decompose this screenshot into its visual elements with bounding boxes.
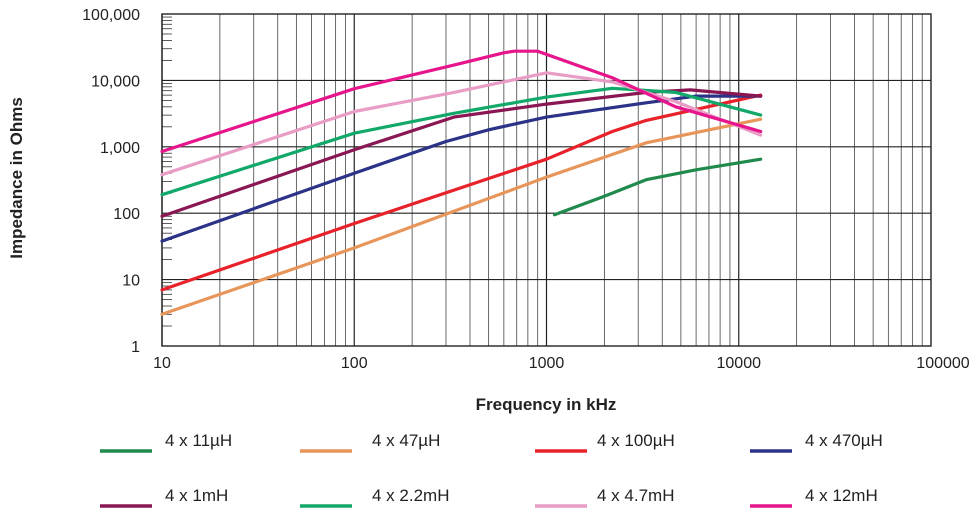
legend-label-7: 4 x 12mH (805, 486, 878, 505)
y-axis-ticks: 1 10 100 1,000 10,000 100,000 (82, 7, 140, 356)
y-tick-label: 1 (131, 339, 140, 356)
legend-label-5: 4 x 2.2mH (372, 486, 449, 505)
series-line-0 (552, 157, 763, 217)
series-line-1 (160, 117, 763, 316)
legend-label-4: 4 x 1mH (165, 486, 228, 505)
y-tick-label: 1,000 (100, 140, 140, 157)
x-axis-ticks: 10 100 1000 10000 100000 (153, 355, 970, 372)
legend-label-0: 4 x 11µH (165, 431, 232, 450)
x-tick-label: 10000 (717, 355, 762, 372)
y-tick-label: 100 (113, 206, 140, 223)
legend-label-1: 4 x 47µH (372, 431, 440, 450)
series-line-5 (160, 86, 763, 197)
plot-border (161, 13, 932, 347)
y-axis-title: Impedance in Ohms (7, 97, 26, 259)
x-axis-title: Frequency in kHz (476, 395, 617, 414)
legend: 4 x 11µH 4 x 47µH 4 x 100µH 4 x 470µH 4 x 1m… (100, 431, 883, 508)
series-layer (160, 49, 763, 316)
x-tick-label: 10 (153, 355, 171, 372)
series-line-2 (160, 93, 763, 292)
legend-label-3: 4 x 470µH (805, 431, 883, 450)
series-line-4 (160, 88, 763, 218)
chart-grid (161, 13, 931, 347)
series-line-6 (160, 71, 763, 177)
x-tick-label: 100 (341, 355, 368, 372)
x-tick-label: 100000 (916, 355, 969, 372)
legend-label-6: 4 x 4.7mH (597, 486, 674, 505)
y-tick-label: 10,000 (91, 73, 140, 90)
series-line-7 (160, 49, 763, 154)
y-tick-label: 100,000 (82, 7, 140, 24)
plot-frame (161, 13, 932, 347)
y-tick-label: 10 (122, 273, 140, 290)
legend-label-2: 4 x 100µH (597, 431, 675, 450)
x-tick-label: 1000 (529, 355, 565, 372)
series-line-3 (160, 94, 763, 243)
